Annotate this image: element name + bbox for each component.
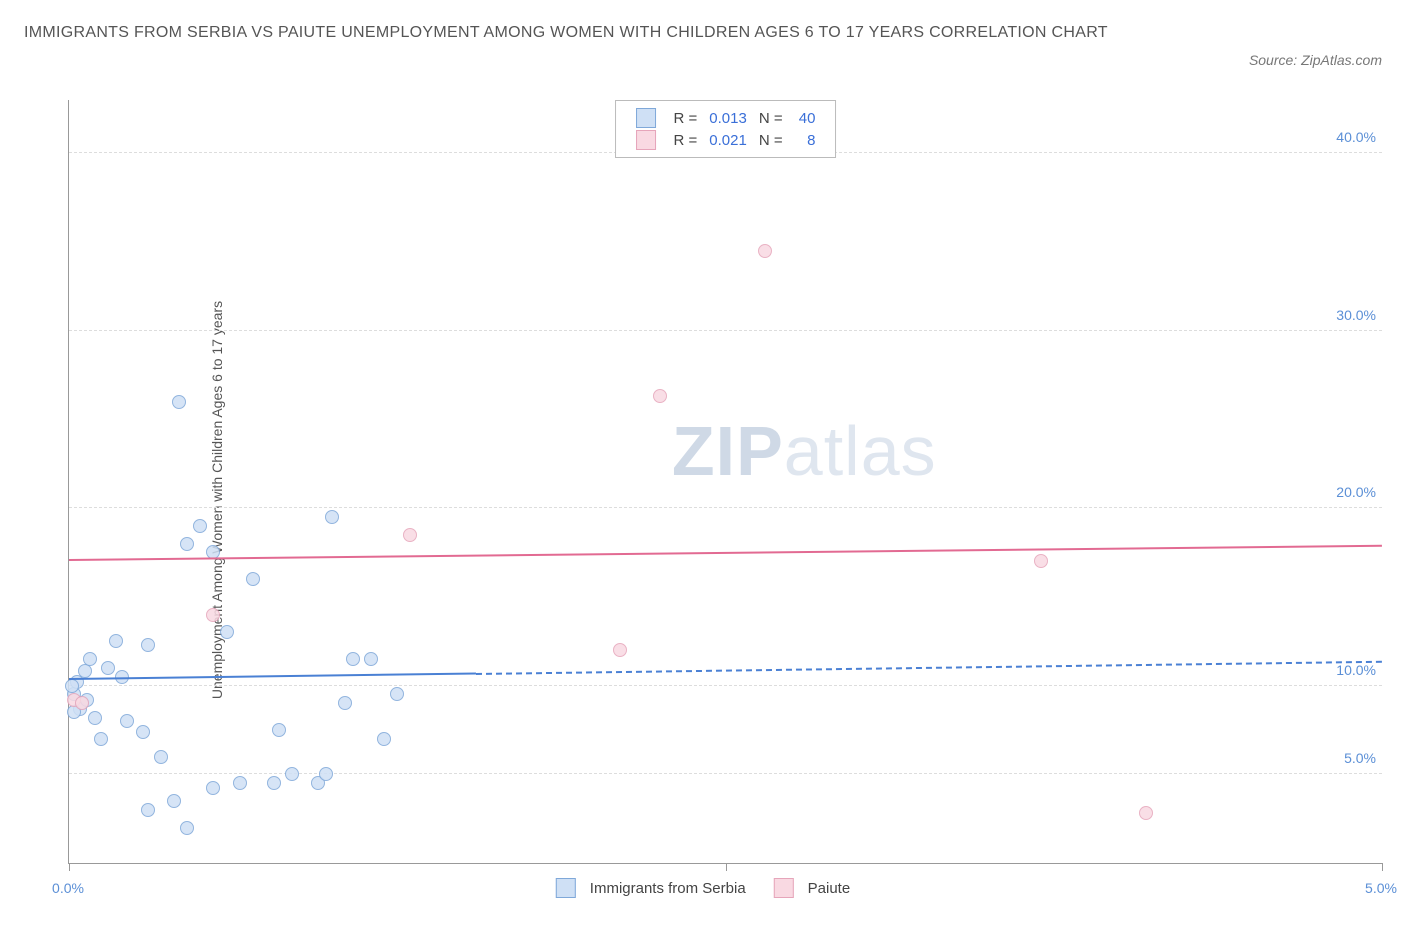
y-tick-label: 10.0% xyxy=(1336,662,1376,678)
data-point xyxy=(653,389,667,403)
gridline xyxy=(69,330,1382,331)
data-point xyxy=(364,652,378,666)
data-point xyxy=(154,750,168,764)
legend-n-label: N = xyxy=(753,107,789,129)
x-tick-label: 5.0% xyxy=(1365,880,1397,896)
data-point xyxy=(390,687,404,701)
data-point xyxy=(136,725,150,739)
data-point xyxy=(206,608,220,622)
data-point xyxy=(180,821,194,835)
legend-n-label: N = xyxy=(753,129,789,151)
data-point xyxy=(1034,554,1048,568)
trend-line xyxy=(69,673,476,681)
data-point xyxy=(120,714,134,728)
data-point xyxy=(75,696,89,710)
data-point xyxy=(65,679,79,693)
gridline xyxy=(69,685,1382,686)
data-point xyxy=(172,395,186,409)
data-point xyxy=(267,776,281,790)
data-point xyxy=(206,781,220,795)
x-tick xyxy=(1382,863,1383,871)
data-point xyxy=(141,638,155,652)
gridline xyxy=(69,773,1382,774)
data-point xyxy=(346,652,360,666)
stats-legend-row: R =0.013N = 40 xyxy=(630,107,822,129)
y-tick-label: 20.0% xyxy=(1336,484,1376,500)
data-point xyxy=(167,794,181,808)
legend-swatch xyxy=(636,130,656,150)
stats-legend: R =0.013N = 40R =0.021N = 8 xyxy=(615,100,837,158)
data-point xyxy=(325,510,339,524)
chart-title: IMMIGRANTS FROM SERBIA VS PAIUTE UNEMPLO… xyxy=(24,18,1108,48)
data-point xyxy=(220,625,234,639)
legend-item: Paiute xyxy=(774,878,851,898)
legend-n-value: 8 xyxy=(789,129,822,151)
data-point xyxy=(101,661,115,675)
stats-legend-row: R =0.021N = 8 xyxy=(630,129,822,151)
data-point xyxy=(319,767,333,781)
data-point xyxy=(141,803,155,817)
data-point xyxy=(88,711,102,725)
data-point xyxy=(377,732,391,746)
trend-line-dashed xyxy=(476,660,1382,674)
data-point xyxy=(403,528,417,542)
legend-r-label: R = xyxy=(668,107,704,129)
x-tick-label: 0.0% xyxy=(52,880,84,896)
data-point xyxy=(246,572,260,586)
gridline xyxy=(69,507,1382,508)
data-point xyxy=(180,537,194,551)
data-point xyxy=(233,776,247,790)
legend-n-value: 40 xyxy=(789,107,822,129)
legend-r-label: R = xyxy=(668,129,704,151)
trend-line xyxy=(69,545,1382,561)
data-point xyxy=(758,244,772,258)
data-point xyxy=(272,723,286,737)
data-point xyxy=(109,634,123,648)
data-point xyxy=(338,696,352,710)
legend-swatch xyxy=(774,878,794,898)
data-point xyxy=(1139,806,1153,820)
y-tick-label: 30.0% xyxy=(1336,307,1376,323)
watermark: ZIPatlas xyxy=(672,411,937,491)
plot-area: ZIPatlas R =0.013N = 40R =0.021N = 8 5.0… xyxy=(68,100,1382,864)
legend-series-name: Immigrants from Serbia xyxy=(590,880,746,897)
data-point xyxy=(285,767,299,781)
legend-swatch xyxy=(556,878,576,898)
y-tick-label: 5.0% xyxy=(1344,750,1376,766)
legend-series-name: Paiute xyxy=(808,880,851,897)
chart-container: Unemployment Among Women with Children A… xyxy=(24,100,1382,900)
legend-r-value: 0.013 xyxy=(703,107,753,129)
data-point xyxy=(94,732,108,746)
data-point xyxy=(78,664,92,678)
data-point xyxy=(193,519,207,533)
legend-item: Immigrants from Serbia xyxy=(556,878,746,898)
source-label: Source: ZipAtlas.com xyxy=(1249,18,1382,68)
legend-swatch xyxy=(636,108,656,128)
data-point xyxy=(613,643,627,657)
legend-r-value: 0.021 xyxy=(703,129,753,151)
series-legend: Immigrants from Serbia Paiute xyxy=(556,878,850,898)
data-point xyxy=(83,652,97,666)
y-tick-label: 40.0% xyxy=(1336,129,1376,145)
